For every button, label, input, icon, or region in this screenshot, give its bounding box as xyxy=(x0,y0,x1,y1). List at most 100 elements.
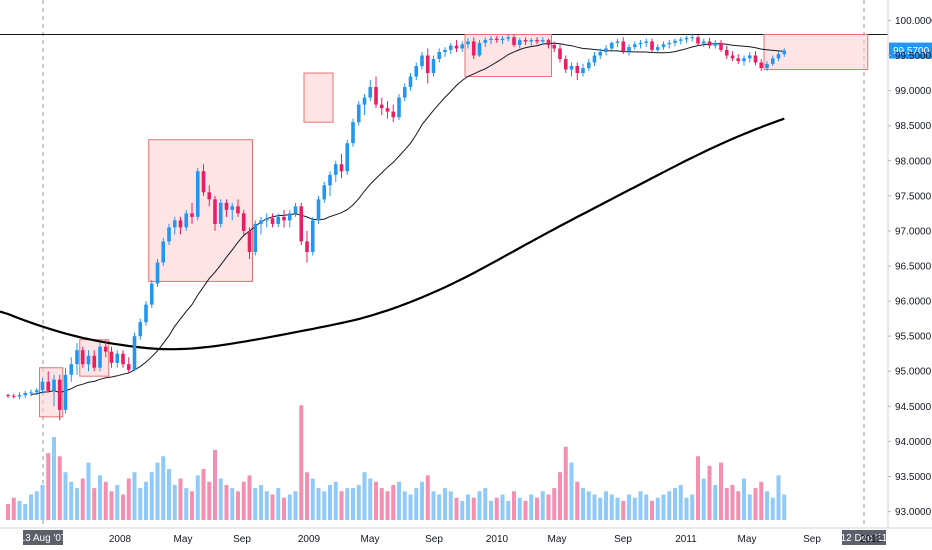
volume-bar xyxy=(632,497,637,520)
candle-body xyxy=(471,41,476,56)
x-tick-label: 2009 xyxy=(298,534,321,545)
highlight-box xyxy=(763,33,869,71)
candle-body xyxy=(765,63,769,69)
candle-body xyxy=(512,37,516,45)
volume-bar xyxy=(270,494,275,520)
volume-bar xyxy=(368,478,373,520)
candle-body xyxy=(172,220,177,228)
y-tick-label: 97.0000 xyxy=(895,226,932,237)
candle-body xyxy=(121,353,125,365)
volume-bar xyxy=(57,456,62,520)
volume-bar xyxy=(293,491,298,520)
volume-bar xyxy=(604,491,608,520)
candle-body xyxy=(379,104,384,109)
y-tick-label: 94.0000 xyxy=(895,437,932,448)
volume-bar xyxy=(132,472,137,520)
candle-body xyxy=(523,40,528,42)
volume-bar xyxy=(494,497,499,520)
volume-bar xyxy=(144,481,148,520)
candle-body xyxy=(736,58,741,62)
y-tick-label: 98.0000 xyxy=(895,156,932,167)
candle-body xyxy=(218,202,223,224)
volume-bar xyxy=(305,472,309,520)
candle-body xyxy=(627,47,631,52)
candle-body xyxy=(178,220,183,228)
candle-body xyxy=(529,40,534,42)
volume-bar xyxy=(155,462,160,520)
candle-body xyxy=(75,350,79,365)
candle-body xyxy=(506,37,511,39)
volume-bar xyxy=(627,494,631,520)
volume-bar xyxy=(328,484,332,520)
candle-body xyxy=(339,164,344,172)
x-tick-label: May xyxy=(174,534,193,545)
x-tick-label: May xyxy=(738,534,757,545)
volume-bar xyxy=(770,497,775,520)
candle-body xyxy=(259,220,263,224)
candle-body xyxy=(701,41,706,44)
volume-bar xyxy=(282,497,286,520)
volume-bar xyxy=(581,488,585,520)
candle-body xyxy=(443,49,447,52)
volume-bar xyxy=(149,472,154,520)
volume-bar xyxy=(69,481,74,520)
volume-bar xyxy=(552,488,557,520)
candle-body xyxy=(724,49,729,56)
volume-bar xyxy=(126,478,131,520)
candle-body xyxy=(500,38,505,41)
candle-body xyxy=(661,44,666,48)
date-tag xyxy=(23,530,63,545)
volume-bar xyxy=(512,491,516,520)
candle-body xyxy=(655,47,660,50)
candle-body xyxy=(782,50,787,55)
candle-body xyxy=(615,41,620,43)
volume-bar xyxy=(765,491,769,520)
volume-bar xyxy=(299,405,304,520)
candle-body xyxy=(517,40,522,45)
volume-bar xyxy=(23,504,28,520)
volume-bar xyxy=(11,497,16,520)
candle-body xyxy=(770,58,775,64)
x-tick-label: May xyxy=(361,534,380,545)
volume-layer xyxy=(6,405,787,520)
volume-bar xyxy=(483,488,488,520)
volume-bar xyxy=(287,494,292,520)
x-tick-label: 2010 xyxy=(486,534,509,545)
volume-bar xyxy=(460,500,465,520)
candle-body xyxy=(684,37,689,40)
candle-body xyxy=(535,40,539,42)
volume-bar xyxy=(667,491,672,520)
volume-bar xyxy=(684,497,689,520)
candle-body xyxy=(466,41,470,45)
candle-body xyxy=(414,66,419,77)
candle-body xyxy=(690,37,695,39)
candle-body xyxy=(575,66,580,74)
candle-body xyxy=(391,111,396,118)
volume-bar xyxy=(776,475,781,520)
volume-bar xyxy=(759,481,764,520)
candle-body xyxy=(247,230,252,252)
date-tag-label: 12 Dec '11 xyxy=(841,533,888,544)
candle-body xyxy=(138,322,143,337)
candle-body xyxy=(6,395,10,397)
volume-bar xyxy=(98,475,102,520)
candle-body xyxy=(207,192,212,200)
candle-body xyxy=(569,66,574,70)
volume-bar xyxy=(489,500,493,520)
candle-body xyxy=(742,58,746,62)
volume-bar xyxy=(598,497,603,520)
candle-body xyxy=(696,37,700,44)
moving-averages xyxy=(0,42,785,395)
candle-body xyxy=(86,355,91,365)
candle-body xyxy=(604,48,608,52)
x-tick-label: 2011 xyxy=(675,534,697,545)
date-tag xyxy=(842,530,886,545)
volume-bar xyxy=(310,478,315,520)
candle-body xyxy=(707,41,712,46)
candle-body xyxy=(713,42,718,46)
volume-bar xyxy=(241,481,246,520)
x-tick-label: Sep xyxy=(614,534,632,545)
volume-bar xyxy=(92,488,97,520)
candle-body xyxy=(563,59,568,70)
